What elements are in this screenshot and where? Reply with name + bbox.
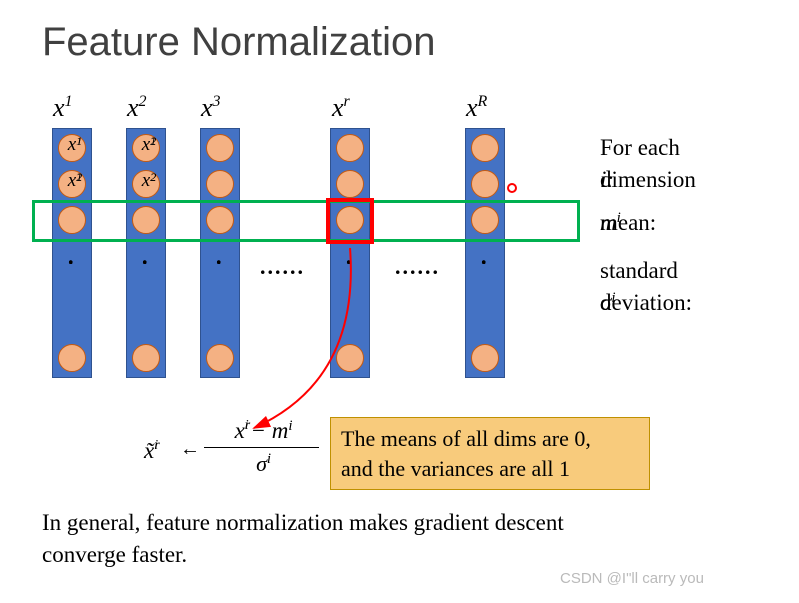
callout-line2: and the variances are all 1: [341, 454, 639, 484]
formula-arrow: ←: [180, 438, 200, 461]
bottom-text-1: In general, feature normalization makes …: [42, 510, 564, 536]
annot-intro: For each: [600, 135, 680, 161]
formula-fraction: xir − mi σi: [204, 418, 319, 477]
annot-std1: standard: [600, 258, 678, 284]
watermark: CSDN @I"ll carry you: [560, 570, 704, 587]
callout-line1: The means of all dims are 0,: [341, 424, 639, 454]
formula-lhs: x̃ir: [144, 438, 154, 464]
callout-orange: The means of all dims are 0, and the var…: [330, 417, 650, 490]
bottom-text-2: converge faster.: [42, 542, 187, 568]
